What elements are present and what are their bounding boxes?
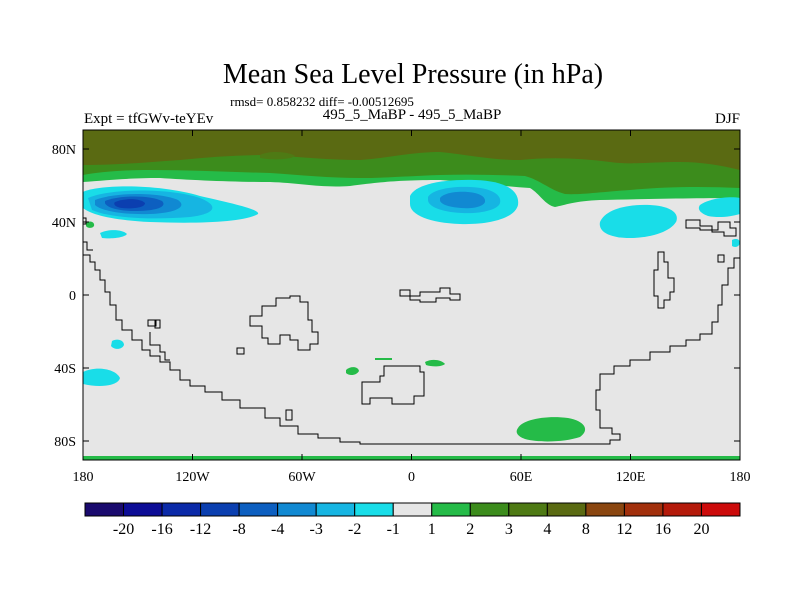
colorbar-box	[546, 502, 587, 517]
north-band-inner	[260, 152, 295, 160]
patch-green-3	[425, 359, 445, 367]
colorbar-label: -20	[113, 521, 134, 538]
colorbar-label: -8	[232, 521, 245, 538]
coast-asia-east	[653, 251, 675, 309]
coast-arctic	[83, 217, 87, 225]
colorbar-label: 8	[582, 521, 590, 538]
colorbar-label: -16	[151, 521, 172, 538]
lon-tick-180e: 180	[730, 470, 751, 485]
colorbar-label: 4	[543, 521, 551, 538]
colorbar-label: 3	[505, 521, 513, 538]
north-band-8	[83, 130, 740, 170]
colorbar-box	[623, 502, 664, 517]
colorbar-box	[84, 502, 125, 517]
coast-island-2	[147, 319, 157, 327]
colorbar-box	[161, 502, 202, 517]
pacific-east-low	[698, 197, 740, 218]
colorbar-label: -1	[387, 521, 400, 538]
lat-tick-labels: 80N 40N 0 40S 80S	[52, 143, 76, 450]
lon-tick-60w: 60W	[288, 470, 316, 485]
map-title: Mean Sea Level Pressure (in hPa)	[223, 59, 603, 90]
coast-asia-ne	[685, 219, 737, 237]
patch-cyan-2	[111, 339, 124, 349]
colorbar-label: 20	[693, 521, 709, 538]
lon-tick-labels: 180 120W 60W 0 60E 120E 180	[73, 470, 751, 485]
colorbar-label: -12	[190, 521, 211, 538]
colorbar-label: 1	[428, 521, 436, 538]
colorbar-label: -4	[271, 521, 284, 538]
colorbar-box	[238, 502, 279, 517]
lat-tick-40n: 40N	[52, 216, 76, 231]
coast-africa	[399, 287, 461, 303]
atlantic-low-3	[440, 191, 486, 209]
coast-sa-tip	[149, 332, 170, 361]
stats-label: rmsd= 0.858232 diff= -0.00512695	[230, 94, 414, 109]
colorbar: -20 -16 -12 -8 -4 -3 -2 -1 1 2 3 4 8 12 16 20	[84, 502, 741, 538]
colorbar-box	[585, 502, 625, 517]
lat-tick-80n: 80N	[52, 143, 76, 158]
coast-arabia	[249, 295, 319, 351]
pacific-low-8	[114, 199, 145, 209]
colorbar-label: 16	[655, 521, 671, 538]
lon-tick-0: 0	[408, 470, 415, 485]
colorbar-label: 12	[616, 521, 632, 538]
coast-island-1	[285, 409, 293, 421]
colorbar-label: 2	[466, 521, 474, 538]
colorbar-box	[315, 502, 356, 517]
tick-marks	[82, 130, 741, 460]
comparison-label: 495_5_MaBP - 495_5_MaBP	[323, 107, 502, 123]
lat-tick-40s: 40S	[54, 362, 76, 377]
coast-australia	[361, 365, 425, 405]
colorbar-box	[200, 502, 240, 517]
patch-cyan-4	[732, 239, 740, 247]
lat-tick-80s: 80S	[54, 435, 76, 450]
colorbar-labels: -20 -16 -12 -8 -4 -3 -2 -1 1 2 3 4 8 12 16 20	[113, 521, 710, 538]
asia-low	[599, 204, 677, 238]
patch-cyan-1	[100, 230, 127, 239]
patch-green-antarctic	[516, 417, 586, 442]
map-panel	[82, 129, 741, 461]
colorbar-box	[431, 502, 471, 517]
experiment-label: Expt = tfGWv-teYEv	[84, 111, 214, 127]
colorbar-box	[123, 502, 163, 517]
coast-patagonia	[154, 319, 161, 329]
land-outlines	[83, 217, 740, 445]
lon-tick-120w: 120W	[175, 470, 210, 485]
lon-tick-120e: 120E	[616, 470, 646, 485]
patch-green-4	[375, 358, 392, 360]
colorbar-box	[354, 502, 394, 517]
patch-cyan-3	[83, 368, 120, 386]
colorbar-box	[277, 502, 317, 517]
lon-tick-60e: 60E	[510, 470, 533, 485]
season-label: DJF	[715, 111, 740, 127]
colorbar-box	[508, 502, 548, 517]
colorbar-box	[662, 502, 702, 517]
coast-japan	[717, 254, 725, 263]
colorbar-box	[700, 502, 741, 517]
coast-na-west	[83, 241, 93, 251]
lat-tick-0: 0	[69, 289, 76, 304]
coast-madagascar	[236, 347, 245, 355]
colorbar-boxes	[84, 502, 741, 517]
colorbar-box	[392, 502, 433, 517]
americas-outline	[83, 254, 740, 445]
colorbar-box	[469, 502, 510, 517]
patch-green-2	[346, 367, 359, 376]
colorbar-label: -2	[348, 521, 361, 538]
colorbar-label: -3	[310, 521, 323, 538]
lon-tick-180w: 180	[73, 470, 94, 485]
patch-green-1	[86, 221, 95, 228]
